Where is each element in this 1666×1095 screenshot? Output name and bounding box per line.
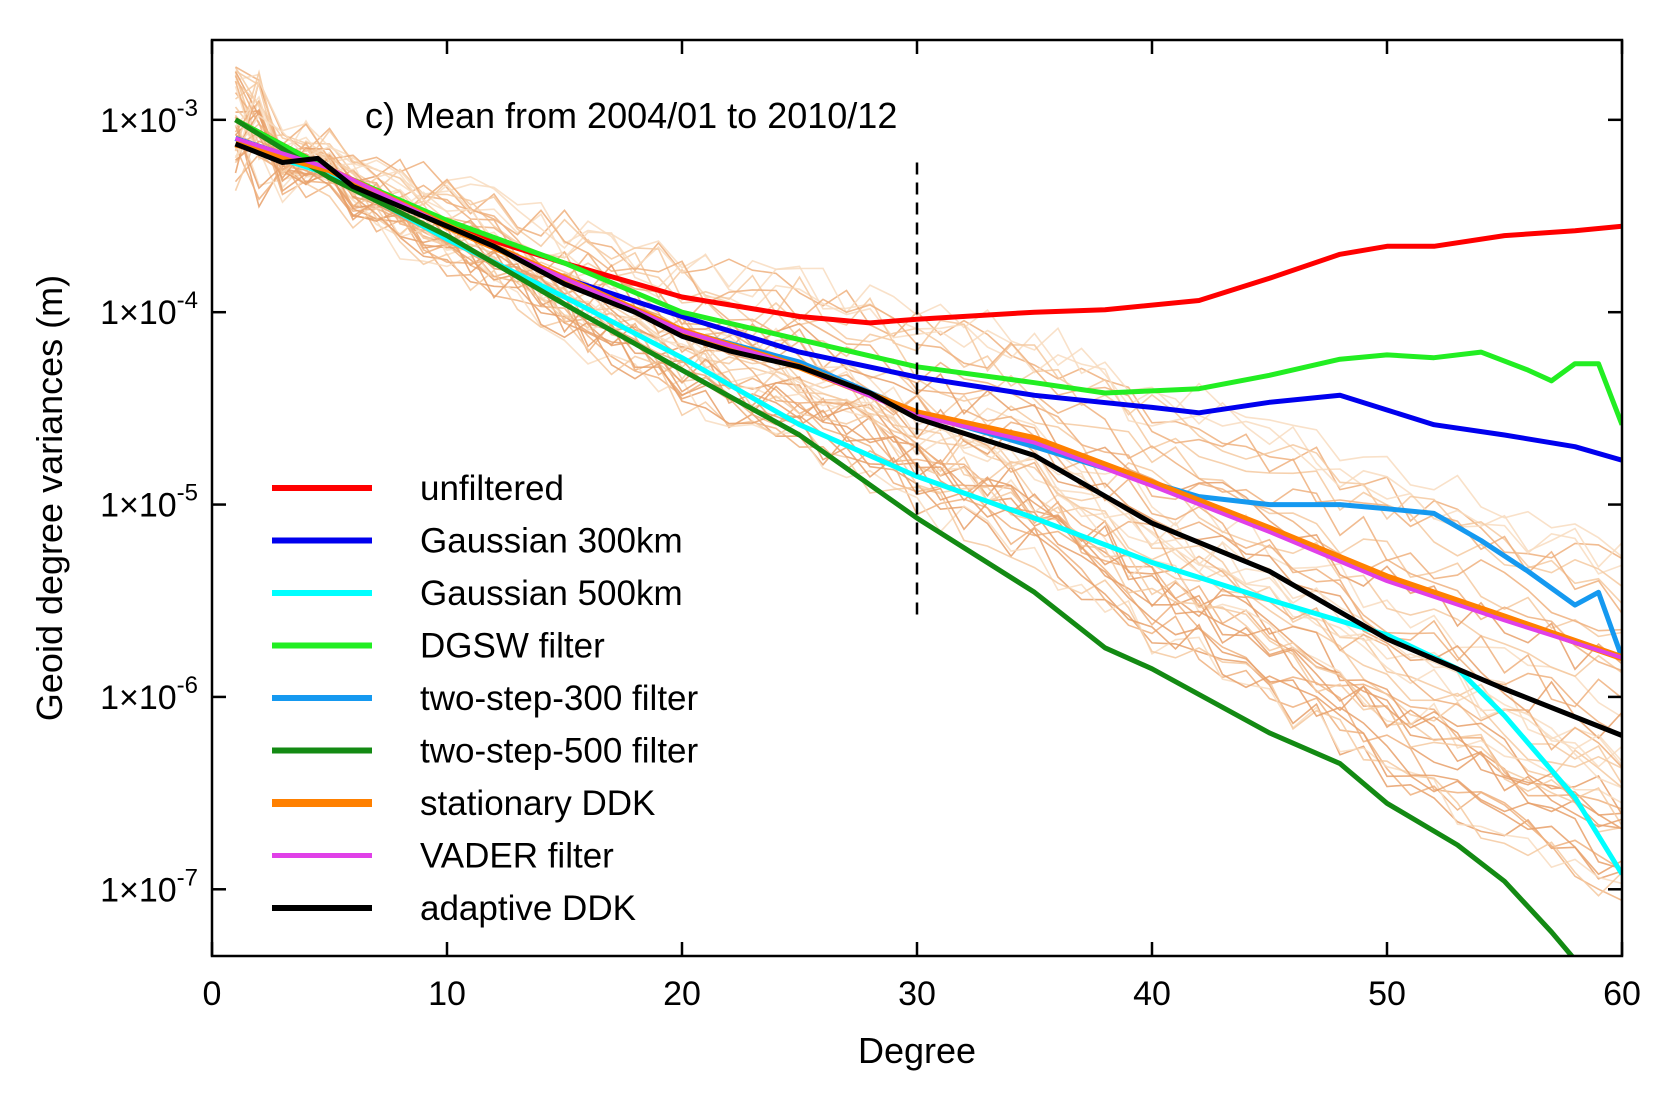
y-axis-title: Geoid degree variances (m) (29, 275, 70, 721)
legend-label: two-step-300 filter (420, 679, 699, 718)
monthly-series-line (234, 140, 1622, 830)
legend-label: stationary DDK (420, 784, 655, 823)
legend-label: DGSW filter (420, 627, 605, 666)
x-tick-label: 60 (1603, 975, 1641, 1013)
y-tick-label: 1×10-4 (100, 287, 198, 332)
y-tick-exponent: -4 (177, 287, 198, 314)
y-tick-exponent: -3 (177, 95, 198, 122)
y-tick-mantissa: 1×10 (100, 487, 177, 525)
legend-label: unfiltered (420, 469, 564, 508)
x-tick-label: 40 (1133, 975, 1171, 1013)
monthly-series-line (235, 117, 1622, 902)
y-tick-mantissa: 1×10 (100, 679, 177, 717)
monthly-series-line (234, 95, 1622, 575)
series-line-dgsw-filter (234, 117, 1622, 426)
monthly-series-line (234, 130, 1622, 897)
monthly-series-line (234, 116, 1622, 880)
y-tick-label: 1×10-5 (100, 480, 198, 525)
y-tick-mantissa: 1×10 (100, 294, 177, 332)
y-tick-mantissa: 1×10 (100, 871, 177, 909)
monthly-series-line (234, 80, 1622, 632)
x-tick-label: 20 (663, 975, 701, 1013)
x-axis-title: Degree (858, 1030, 976, 1071)
y-tick-label: 1×10-6 (100, 672, 198, 717)
monthly-series-line (234, 116, 1622, 885)
x-axis: 0 10 20 30 40 50 60 (203, 40, 1641, 1013)
y-axis: 1×10-31×10-41×10-51×10-61×10-7 (100, 95, 1622, 909)
chart-annotation: c) Mean from 2004/01 to 2010/12 (365, 95, 897, 136)
y-tick-exponent: -5 (177, 480, 198, 507)
x-tick-label: 50 (1368, 975, 1406, 1013)
legend-label: Gaussian 300km (420, 522, 683, 561)
series-line-two-step-500-filter (234, 117, 1576, 956)
y-tick-exponent: -6 (177, 672, 198, 699)
legend-label: adaptive DDK (420, 889, 636, 928)
y-tick-label: 1×10-7 (100, 864, 198, 909)
monthly-series-line (235, 131, 1622, 768)
monthly-series-line (234, 78, 1622, 558)
legend-label: two-step-500 filter (420, 732, 699, 771)
x-tick-label: 0 (203, 975, 222, 1013)
monthly-series-line (234, 114, 1622, 587)
legend-label: Gaussian 500km (420, 574, 683, 613)
y-tick-mantissa: 1×10 (100, 102, 177, 140)
legend: unfiltered Gaussian 300km Gaussian 500km DG… (272, 469, 699, 928)
x-tick-label: 30 (898, 975, 936, 1013)
legend-label: VADER filter (420, 837, 614, 876)
y-tick-label: 1×10-3 (100, 95, 198, 140)
x-tick-label: 10 (428, 975, 466, 1013)
monthly-series-line (234, 80, 1622, 770)
series-line-adaptive-ddk (234, 141, 1622, 738)
monthly-series-line (234, 119, 1622, 569)
monthly-series-line (234, 125, 1622, 828)
monthly-series-line (234, 115, 1622, 671)
y-tick-exponent: -7 (177, 864, 198, 891)
